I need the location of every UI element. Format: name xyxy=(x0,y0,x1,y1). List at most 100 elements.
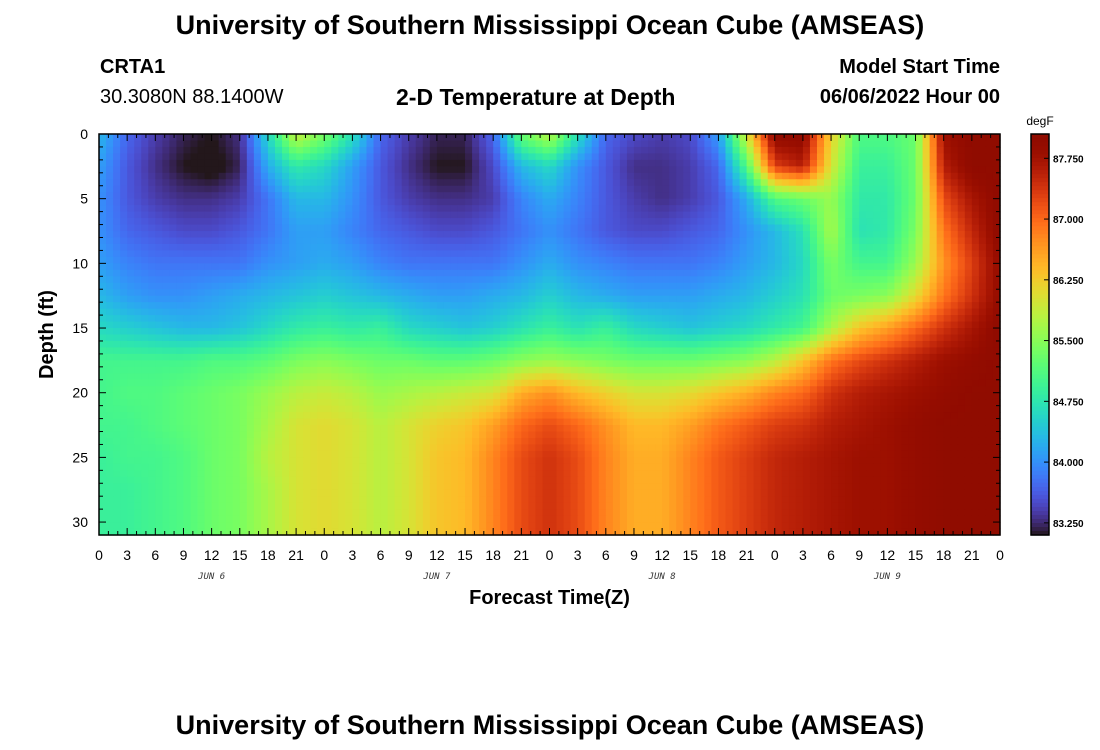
heatmap-cell xyxy=(373,295,382,303)
heatmap-cell xyxy=(915,308,924,316)
heatmap-cell xyxy=(908,328,917,336)
heatmap-cell xyxy=(359,340,368,349)
heatmap-cell xyxy=(176,179,185,187)
heatmap-cell xyxy=(415,218,424,226)
heatmap-cell xyxy=(605,205,614,213)
heatmap-cell xyxy=(894,140,903,148)
heatmap-cell xyxy=(809,379,818,387)
heatmap-cell xyxy=(310,321,318,329)
heatmap-cell xyxy=(528,295,537,303)
heatmap-cell xyxy=(472,192,480,200)
heatmap-cell xyxy=(274,179,283,187)
heatmap-cell xyxy=(422,185,431,193)
heatmap-cell xyxy=(415,192,424,200)
heatmap-cell xyxy=(816,379,825,387)
heatmap-cell xyxy=(394,353,403,361)
heatmap-cell xyxy=(338,360,346,368)
heatmap-cell xyxy=(289,237,297,245)
heatmap-cell xyxy=(598,243,607,252)
heatmap-cell xyxy=(521,153,529,161)
heatmap-cell xyxy=(408,353,417,361)
heatmap-cell xyxy=(725,224,734,232)
heatmap-cell xyxy=(521,340,529,349)
heatmap-cell xyxy=(852,179,860,187)
heatmap-cell xyxy=(725,308,734,316)
heatmap-cell xyxy=(134,172,142,180)
heatmap-cell xyxy=(732,263,741,271)
heatmap-cell xyxy=(929,256,938,264)
heatmap-cell xyxy=(113,211,121,219)
heatmap-cell xyxy=(725,328,734,336)
heatmap-cell xyxy=(120,153,128,161)
heatmap-cell xyxy=(824,373,832,381)
heatmap-cell xyxy=(303,218,311,226)
heatmap-cell xyxy=(331,334,339,342)
heatmap-cell xyxy=(577,379,586,387)
heatmap-cell xyxy=(866,340,874,349)
heatmap-cell xyxy=(310,366,318,374)
heatmap-cell xyxy=(528,302,537,310)
heatmap-cell xyxy=(936,302,945,310)
heatmap-cell xyxy=(880,134,888,142)
heatmap-cell xyxy=(816,185,825,193)
heatmap-cell xyxy=(894,366,903,374)
heatmap-cell xyxy=(253,159,262,167)
heatmap-cell xyxy=(563,334,572,342)
heatmap-cell xyxy=(225,146,234,155)
heatmap-cell xyxy=(704,172,712,180)
heatmap-cell xyxy=(901,237,910,245)
heatmap-cell xyxy=(225,224,234,232)
heatmap-cell xyxy=(486,340,494,349)
heatmap-cell xyxy=(106,289,114,297)
heatmap-cell xyxy=(211,256,220,264)
heatmap-cell xyxy=(683,224,691,232)
heatmap-cell xyxy=(394,224,403,232)
heatmap-cell xyxy=(253,282,262,290)
heatmap-cell xyxy=(774,315,783,323)
heatmap-cell xyxy=(282,153,290,161)
heatmap-cell xyxy=(985,250,994,258)
heatmap-cell xyxy=(929,334,938,342)
heatmap-cell xyxy=(612,347,621,355)
heatmap-cell xyxy=(373,237,382,245)
heatmap-cell xyxy=(957,205,966,213)
heatmap-cell xyxy=(753,250,762,258)
heatmap-cell xyxy=(915,146,924,155)
heatmap-cell xyxy=(908,347,917,355)
heatmap-cell xyxy=(563,198,572,206)
heatmap-cell xyxy=(718,134,727,142)
heatmap-cell xyxy=(352,218,361,226)
heatmap-cell xyxy=(683,218,691,226)
heatmap-cell xyxy=(619,269,628,277)
heatmap-cell xyxy=(127,172,135,180)
heatmap-cell xyxy=(373,366,382,374)
heatmap-cell xyxy=(964,379,973,387)
heatmap-cell xyxy=(324,353,332,361)
heatmap-cell xyxy=(282,166,290,174)
heatmap-cell xyxy=(493,185,501,193)
heatmap-cell xyxy=(985,224,994,232)
heatmap-cell xyxy=(873,295,881,303)
heatmap-cell xyxy=(204,379,213,387)
heatmap-cell xyxy=(113,334,121,342)
heatmap-cell xyxy=(809,198,818,206)
heatmap-cell xyxy=(380,231,389,239)
heatmap-cell xyxy=(436,282,445,290)
heatmap-cell xyxy=(296,192,304,200)
heatmap-cell xyxy=(760,321,769,329)
heatmap-cell xyxy=(711,373,720,381)
heatmap-cell xyxy=(549,353,558,361)
heatmap-cell xyxy=(655,353,663,361)
heatmap-cell xyxy=(204,308,213,316)
heatmap-cell xyxy=(260,289,269,297)
heatmap-cell xyxy=(612,328,621,336)
heatmap-cell xyxy=(345,353,354,361)
heatmap-cell xyxy=(528,172,537,180)
heatmap-cell xyxy=(317,328,325,336)
heatmap-cell xyxy=(915,153,924,161)
heatmap-cell xyxy=(866,172,874,180)
heatmap-cell xyxy=(274,256,283,264)
heatmap-cell xyxy=(676,373,684,381)
heatmap-cell xyxy=(176,243,185,252)
heatmap-cell xyxy=(211,185,220,193)
